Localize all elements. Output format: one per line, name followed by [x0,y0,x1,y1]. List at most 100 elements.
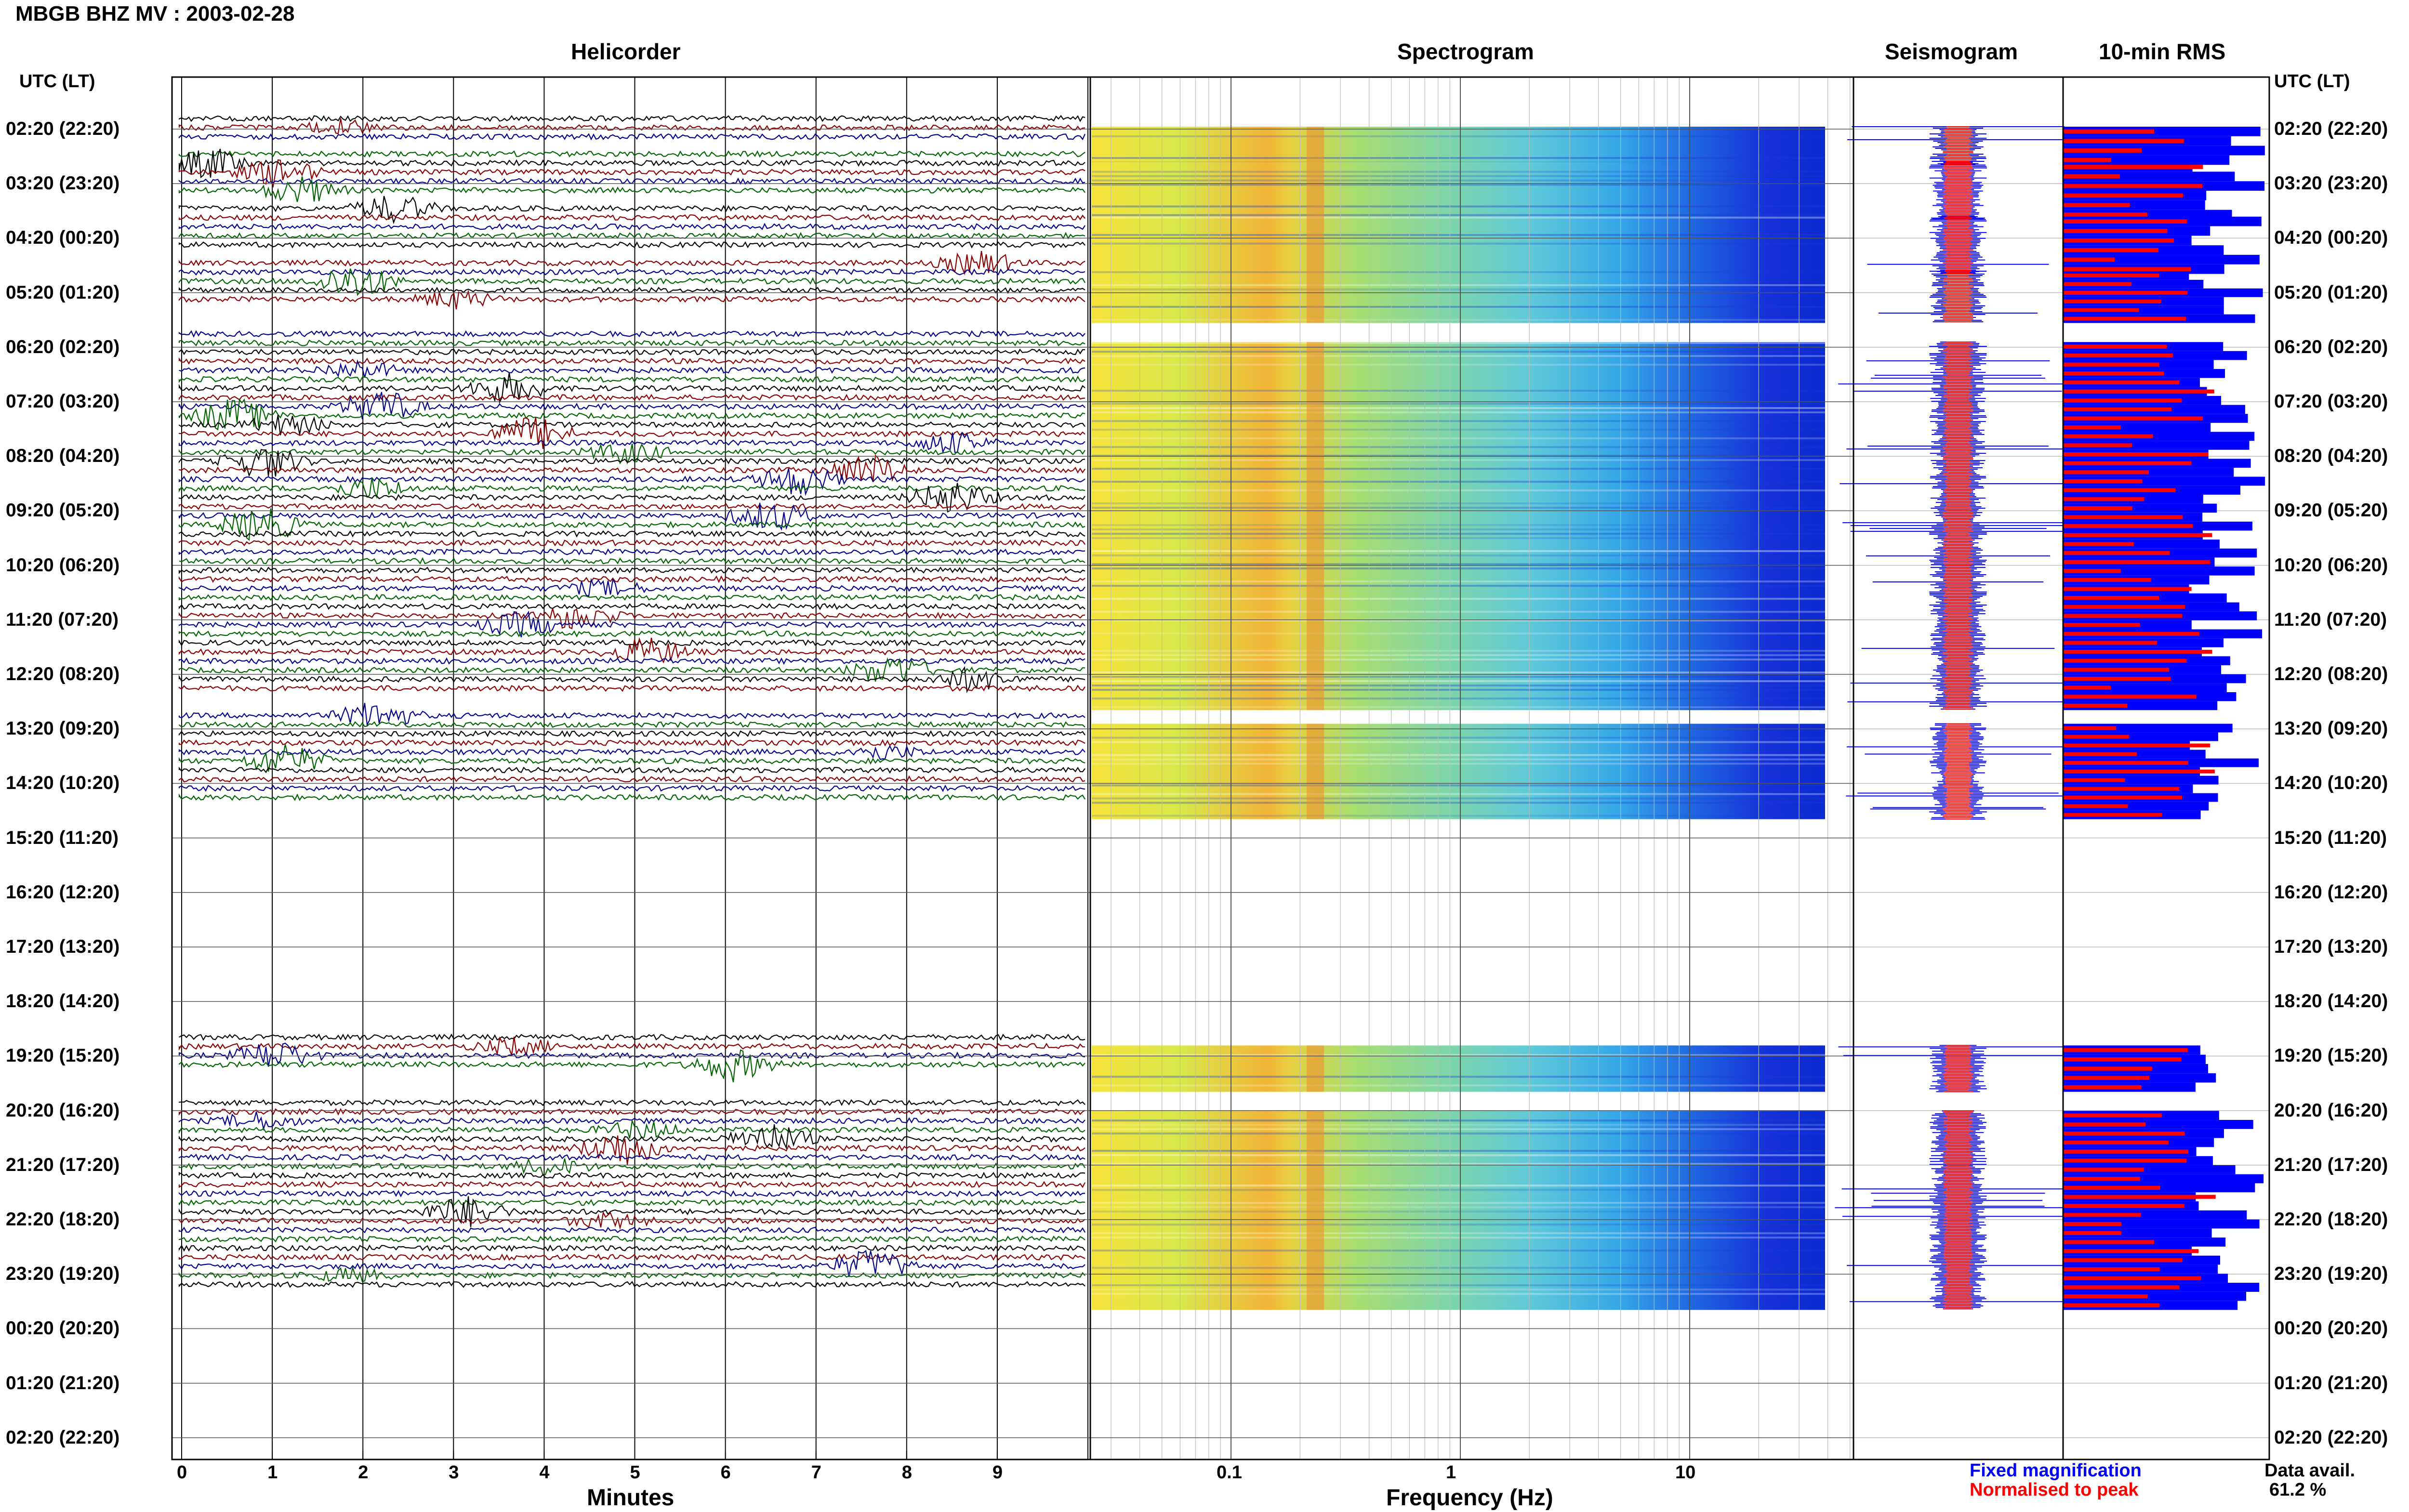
helicorder-trace [178,610,1085,638]
helicorder-trace [178,1199,1085,1206]
helicorder-trace [178,1111,1085,1131]
time-label-left: 03:20 (23:20) [6,173,120,194]
rms-bar-normalised [2063,658,2187,663]
spectrogram-stripe [1092,305,1825,308]
rms-bar-fixed [2063,127,2261,136]
spectrogram-stripe [1092,563,1825,565]
helicorder-trace [178,268,1085,296]
helicorder-trace [178,372,1085,404]
time-label-right: 23:20 (19:20) [2274,1263,2388,1285]
helicorder-trace [178,454,1085,482]
rms-bar-normalised [2063,1276,2201,1280]
helicorder-trace [178,721,1085,728]
rms-bar-normalised [2063,587,2192,591]
time-label-right: 06:20 (02:20) [2274,336,2388,357]
spectrogram-stripe [1092,654,1825,657]
spectrogram-stripe [1092,459,1825,461]
rms-bar-normalised [2063,524,2193,528]
rms-bar-normalised [2063,778,2125,782]
rms-bar-normalised [2063,308,2139,312]
helicorder-trace [178,148,1085,179]
rms-bar-normalised [2063,650,2212,654]
helicorder-trace [178,394,1085,401]
spectrogram-stripe [1092,216,1825,219]
time-label-left: 19:20 (15:20) [6,1045,120,1066]
helicorder-trace [178,1099,1085,1106]
time-label-right: 03:20 (23:20) [2274,173,2388,194]
helicorder-trace [178,232,1085,240]
spectrogram-stripe [1092,234,1825,236]
rms-bar-fixed [2063,683,2227,692]
rms-bar-normalised [2063,158,2111,162]
rms-bar-normalised [2063,726,2117,730]
helicorder-trace [178,1033,1085,1041]
rms-bar-normalised [2063,425,2121,430]
helicorder-trace [178,1171,1085,1179]
rms-bar-normalised [2063,193,2183,198]
rms-bar-normalised [2063,761,2188,765]
rms-bar-normalised [2063,813,2162,817]
spectrogram-stripe [1092,179,1825,182]
rms-bar-normalised [2063,1066,2152,1071]
helicorder-trace [178,468,1085,496]
spectrogram-stripe [1092,797,1825,800]
spectrogram-stripe [1092,205,1825,208]
rms-bar-normalised [2063,407,2172,412]
helicorder-trace [178,330,1085,338]
rms-bar-fixed [2063,476,2265,486]
spectrogram-block [1092,1111,1825,1310]
helicorder-trace [178,1158,1085,1176]
spectrogram-peak-band [1307,216,1324,274]
spectrogram-stripe [1092,567,1825,570]
helicorder-trace [178,1253,1085,1261]
spectrogram-block [1092,1045,1825,1092]
spectrogram-block [1092,723,1825,819]
spectrogram-stripe [1092,784,1825,787]
helicorder-trace [178,508,1085,541]
helicorder-trace [178,359,1085,378]
helicorder-trace [178,1042,1085,1067]
rms-bar-normalised [2063,267,2191,272]
time-label-right: 13:20 (09:20) [2274,718,2388,739]
spectrogram-block [1092,342,1825,710]
rms-bar-normalised [2063,769,2215,774]
spectrogram-stripe [1092,420,1825,422]
time-label-right: 05:20 (01:20) [2274,282,2388,303]
minute-tick-label: 7 [811,1462,821,1483]
helicorder-trace [178,608,1085,630]
rms-bar-fixed [2063,145,2265,156]
spectrogram-stripe [1092,697,1825,700]
helicorder-trace [178,603,1085,610]
rms-bar-normalised [2063,743,2210,748]
spectrogram-title: Spectrogram [1397,39,1534,64]
helicorder-trace [178,357,1085,365]
spectrogram-stripe [1092,619,1825,622]
helicorder-trace [178,348,1085,356]
spectrogram-stripe [1092,793,1825,795]
rms-bar-normalised [2063,1303,2160,1308]
spectrogram-stripe [1092,802,1825,804]
spectrogram-stripe [1092,754,1825,756]
time-label-right: 11:20 (07:20) [2274,609,2387,630]
helicorder-trace [178,477,1085,500]
helicorder-trace [178,115,1085,122]
helicorder-trace [178,1265,1085,1282]
spectrogram-stripe [1092,1223,1825,1226]
rms-bar-normalised [2063,1195,2216,1199]
spectrogram-peak-band [1307,271,1324,323]
rms-bar-normalised [2063,282,2132,286]
rms-bar-normalised [2063,316,2186,321]
rms-bar-normalised [2063,165,2203,169]
rms-bar-normalised [2063,248,2158,252]
spectrogram-stripe [1092,1288,1825,1291]
spectrogram-stripe [1092,157,1825,159]
helicorder-trace [178,159,1085,188]
spectrogram-stripe [1092,1163,1825,1165]
rms-bar-normalised [2063,703,2128,708]
helicorder-trace [178,657,1085,682]
helicorder-trace [178,703,1085,727]
spectrogram-stripe [1092,318,1825,321]
rms-bar-normalised [2063,1258,2183,1262]
rms-bar-normalised [2063,542,2134,546]
